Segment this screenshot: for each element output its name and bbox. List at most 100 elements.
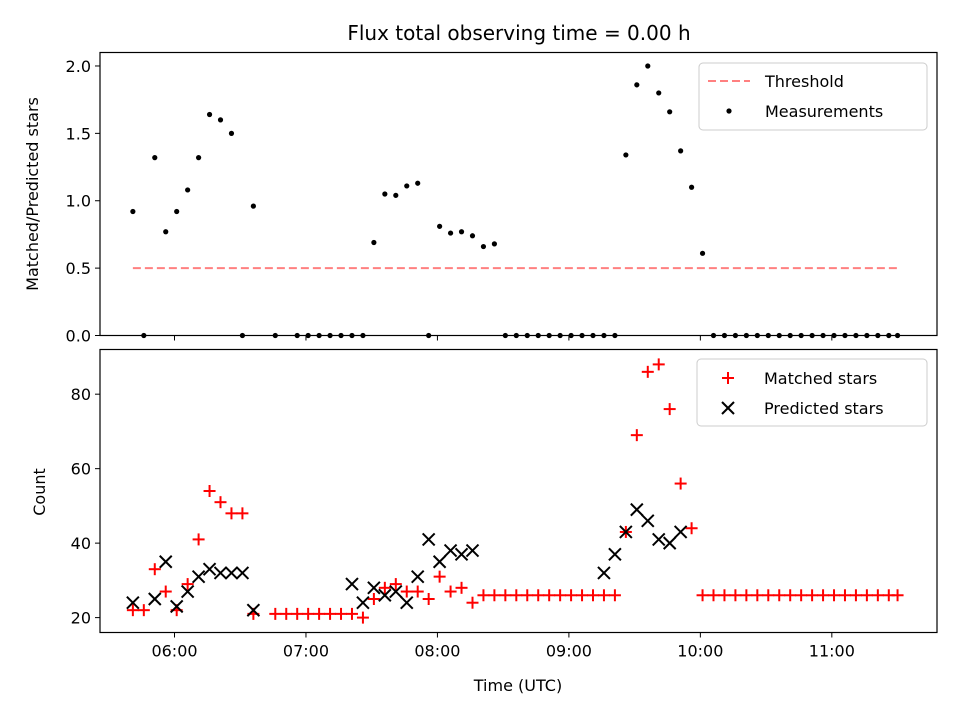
matched-star-point <box>313 607 326 620</box>
top-axes-frame <box>99 51 938 337</box>
predicted-star-point <box>608 547 622 562</box>
matched-star-point <box>740 589 753 602</box>
bottom-x-tick-label: 10:00 <box>677 642 723 661</box>
predicted-star-point <box>662 536 677 550</box>
matched-star-point <box>576 589 589 602</box>
matched-star-point <box>433 570 446 583</box>
measurement-point <box>371 239 377 246</box>
bottom-legend: Matched stars Predicted stars <box>696 358 928 427</box>
legend-measurements-swatch <box>726 108 732 114</box>
matched-star-point <box>137 604 150 617</box>
matched-star-point <box>663 403 676 416</box>
measurement-point <box>195 155 202 161</box>
predicted-star-point <box>432 555 447 569</box>
measurement-point <box>678 148 684 154</box>
matched-star-point <box>466 596 479 609</box>
matched-star-point <box>685 522 698 535</box>
top-y-axis-label: Matched/Predicted stars <box>23 97 42 291</box>
predicted-star-point <box>191 569 206 584</box>
matched-star-point <box>335 607 348 620</box>
matched-star-point <box>225 507 238 520</box>
matched-star-point <box>367 592 380 605</box>
predicted-star-point <box>169 599 184 614</box>
measurement-point <box>152 155 158 161</box>
top-y-tick-label: 0.5 <box>66 259 91 278</box>
matched-star-point <box>324 607 337 620</box>
measurement-point <box>393 192 399 198</box>
matched-star-point <box>838 589 851 602</box>
matched-star-point <box>871 589 884 602</box>
predicted-star-point <box>454 547 469 562</box>
predicted-star-point <box>246 603 261 617</box>
matched-star-point <box>444 585 457 598</box>
matched-star-point <box>302 607 315 620</box>
matched-star-point <box>828 589 841 602</box>
matched-star-point <box>269 607 282 620</box>
bottom-ticks: 20 40 60 80 06:00 07:00 08:00 09:00 10:00 11:00 <box>71 385 855 660</box>
measurement-point <box>491 241 497 247</box>
measurement-point <box>415 180 421 186</box>
bottom-y-tick-label: 60 <box>71 460 91 479</box>
matched-star-point <box>411 585 424 598</box>
matched-star-point <box>389 578 402 591</box>
matched-star-point <box>192 533 205 546</box>
measurement-point <box>206 111 213 118</box>
legend-predicted-swatch <box>721 401 735 415</box>
measurement-point <box>699 250 706 256</box>
top-y-tick-label: 1.5 <box>66 124 91 143</box>
legend-measurements-label: Measurements <box>765 102 883 121</box>
matched-star-point <box>773 589 786 602</box>
matched-star-point <box>718 589 731 602</box>
predicted-star-point <box>148 592 162 606</box>
matched-star-point <box>630 429 643 442</box>
matched-star-point <box>565 589 578 602</box>
matched-star-point <box>795 589 808 602</box>
measurement-point <box>667 109 673 115</box>
bottom-x-tick-label: 09:00 <box>546 642 592 661</box>
matched-star-point <box>477 589 490 602</box>
measurement-point <box>228 130 235 136</box>
legend-predicted-label: Predicted stars <box>764 399 884 418</box>
matched-star-point <box>422 592 435 605</box>
measurement-point <box>185 187 191 193</box>
predicted-star-point <box>400 596 414 610</box>
matched-stars-series <box>126 358 904 624</box>
predicted-star-point <box>356 596 370 610</box>
top-panel: Flux total observing time = 0.00 h Match… <box>23 21 938 346</box>
measurement-point <box>469 233 476 239</box>
measurement-point <box>688 184 695 190</box>
predicted-star-point <box>213 566 228 580</box>
measurement-point <box>437 223 443 229</box>
matched-star-point <box>860 589 873 602</box>
top-y-tick-label: 0.0 <box>66 327 91 346</box>
predicted-star-point <box>411 569 425 584</box>
predicted-star-point <box>619 525 633 539</box>
matched-star-point <box>554 589 567 602</box>
measurement-point <box>656 90 662 96</box>
measurement-point <box>480 243 487 250</box>
predicted-star-point <box>389 584 403 599</box>
predicted-star-point <box>235 566 250 580</box>
measurement-point <box>447 230 454 236</box>
matched-star-point <box>181 578 194 591</box>
predicted-stars-series <box>126 502 688 617</box>
measurement-point <box>458 229 465 235</box>
predicted-star-point <box>180 584 195 599</box>
matched-star-point <box>817 589 830 602</box>
matched-star-point <box>126 604 139 617</box>
predicted-star-point <box>597 566 611 580</box>
bottom-y-tick-label: 40 <box>71 534 91 553</box>
predicted-star-point <box>465 543 480 558</box>
predicted-star-point <box>673 525 688 539</box>
measurement-point <box>130 208 136 215</box>
bottom-axes-frame <box>99 348 938 634</box>
top-ticks: 0.0 0.5 1.0 1.5 2.0 <box>66 57 833 346</box>
predicted-star-point <box>345 577 359 591</box>
matched-star-point <box>488 589 501 602</box>
matched-star-point <box>203 485 216 497</box>
measurement-point <box>163 229 169 235</box>
measurement-point <box>382 191 388 197</box>
matched-star-point <box>159 585 172 598</box>
matched-star-point <box>236 507 249 520</box>
